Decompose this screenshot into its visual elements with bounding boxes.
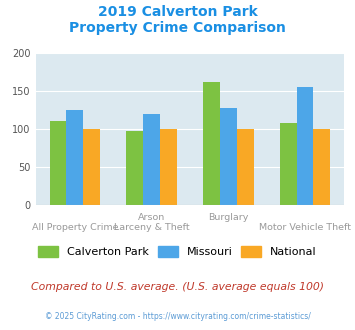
Text: © 2025 CityRating.com - https://www.cityrating.com/crime-statistics/: © 2025 CityRating.com - https://www.city… [45,312,310,321]
Bar [296,87,313,205]
Text: Property Crime Comparison: Property Crime Comparison [69,21,286,35]
Legend: Calverton Park, Missouri, National: Calverton Park, Missouri, National [34,242,321,262]
Bar [126,131,143,205]
Bar [313,129,330,205]
Bar [50,121,66,205]
Bar [220,108,237,205]
Text: Motor Vehicle Theft: Motor Vehicle Theft [259,223,351,232]
Bar [143,114,160,205]
Text: Larceny & Theft: Larceny & Theft [114,223,189,232]
Text: All Property Crime: All Property Crime [32,223,118,232]
Text: 2019 Calverton Park: 2019 Calverton Park [98,5,257,19]
Bar [203,82,220,205]
Bar [66,110,83,205]
Bar [237,129,253,205]
Bar [160,129,177,205]
Text: Arson: Arson [138,213,165,222]
Text: Burglary: Burglary [208,213,248,222]
Text: Compared to U.S. average. (U.S. average equals 100): Compared to U.S. average. (U.S. average … [31,282,324,292]
Bar [83,129,100,205]
Bar [280,123,296,205]
